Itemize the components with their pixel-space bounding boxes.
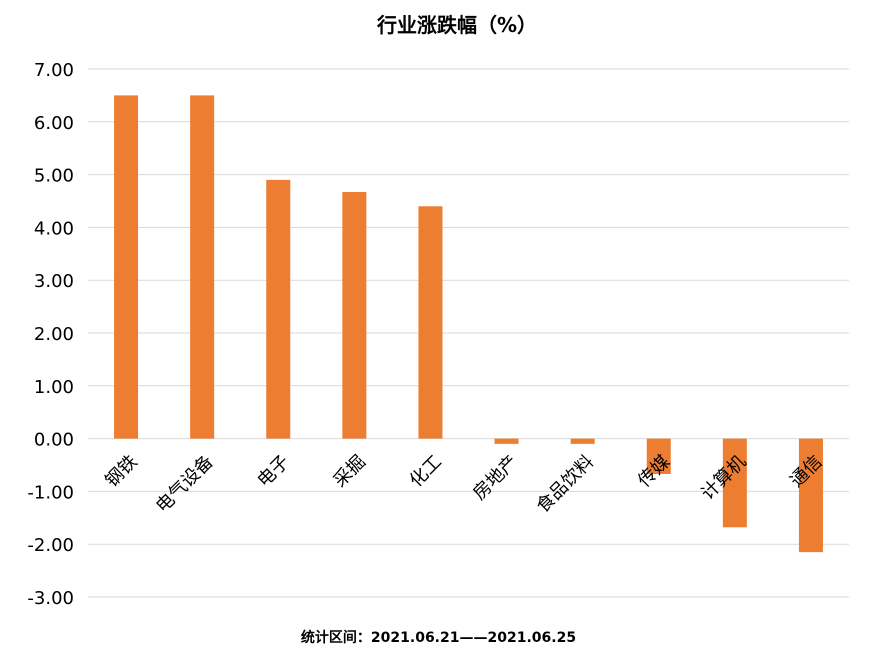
bar: [190, 95, 215, 439]
bars: [114, 95, 823, 553]
bar: [646, 438, 671, 474]
x-tick-label: 电子: [253, 451, 293, 491]
y-tick-label: 2.00: [34, 324, 74, 345]
y-tick-label: 6.00: [34, 113, 74, 134]
y-axis: 7.00 6.00 5.00 4.00 3.00 2.00 1.00 0.00 -1.00 -2.…: [27, 60, 74, 609]
x-tick-label: 电气设备: [152, 451, 218, 517]
bar: [418, 206, 443, 439]
bar: [722, 438, 747, 528]
x-axis: 钢铁 电气设备 电子 采掘 化工 房地产 食品饮料 传媒 计算机 通信: [101, 451, 826, 517]
y-tick-label: 1.00: [34, 377, 74, 398]
y-tick-label: 7.00: [34, 60, 74, 81]
bar: [798, 438, 823, 553]
y-tick-label: -1.00: [27, 482, 74, 503]
bar: [494, 438, 519, 444]
x-tick-label: 钢铁: [101, 451, 141, 491]
chart-title: 行业涨跌幅（%）: [376, 13, 537, 37]
x-tick-label: 采掘: [330, 451, 370, 491]
y-tick-label: 0.00: [34, 430, 74, 451]
bar: [266, 179, 291, 439]
x-tick-label: 化工: [406, 451, 446, 491]
y-tick-label: 3.00: [34, 271, 74, 292]
footnote: 统计区间：2021.06.21——2021.06.25: [300, 630, 577, 646]
y-tick-label: 5.00: [34, 166, 74, 187]
gridlines: [88, 68, 849, 598]
x-tick-label: 房地产: [469, 451, 522, 504]
bar: [570, 438, 595, 444]
bar: [342, 192, 367, 439]
y-tick-label: -2.00: [27, 535, 74, 556]
x-tick-label: 食品饮料: [532, 451, 598, 517]
y-tick-label: 4.00: [34, 218, 74, 239]
bar: [114, 95, 139, 439]
y-tick-label: -3.00: [27, 588, 74, 609]
